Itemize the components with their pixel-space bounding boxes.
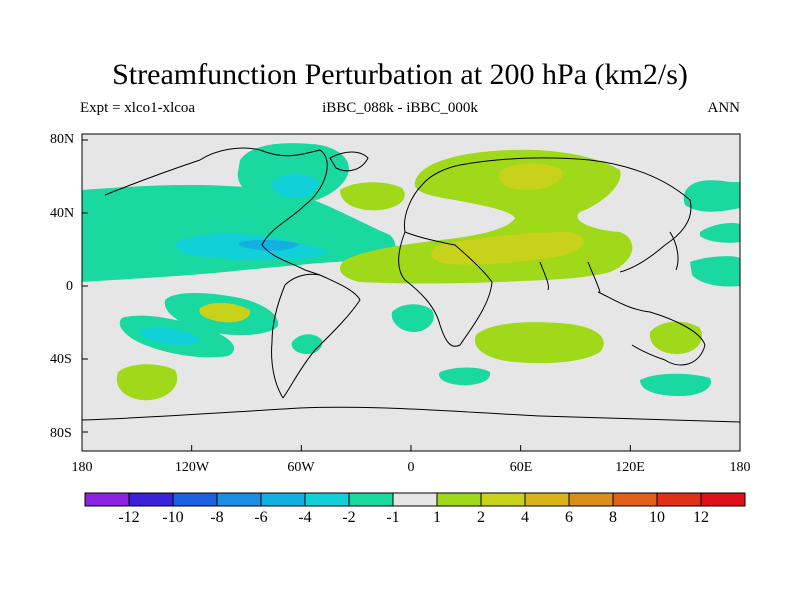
- colorbar-label: 6: [565, 509, 573, 526]
- colorbar-box: [84, 492, 130, 507]
- x-tick-0: 0: [407, 460, 415, 475]
- colorbar-label: -4: [298, 509, 312, 526]
- y-tick-0: 0: [66, 279, 73, 294]
- colorbar-box: [348, 492, 394, 507]
- coastlines: [82, 147, 740, 423]
- x-tick-60e: 60E: [509, 460, 533, 475]
- axis-ticks: [81, 139, 741, 451]
- colorbar-box: [436, 492, 482, 507]
- x-tick-120w: 120W: [174, 460, 210, 475]
- y-tick-40s: 40S: [50, 352, 72, 367]
- case-label: iBBC_088k - iBBC_000k: [322, 100, 478, 116]
- colorbar-box: [172, 492, 218, 507]
- y-tick-40n: 40N: [50, 206, 75, 221]
- colorbar-box: [568, 492, 614, 507]
- colorbar-box: [304, 492, 350, 507]
- colorbar-label: 12: [693, 509, 709, 526]
- colorbar-label: 8: [609, 509, 617, 526]
- season-label: ANN: [707, 100, 741, 116]
- colorbar-label: -12: [118, 509, 140, 526]
- colorbar-box: [700, 492, 746, 507]
- colorbar-label: -8: [210, 509, 224, 526]
- y-tick-80n: 80N: [50, 132, 75, 147]
- colorbar-label: 4: [521, 509, 529, 526]
- colorbar-box: [392, 492, 438, 507]
- colorbar: [84, 492, 746, 507]
- colorbar-box: [480, 492, 526, 507]
- map-area: [82, 134, 740, 451]
- colorbar-label: -10: [162, 509, 184, 526]
- colorbar-box: [128, 492, 174, 507]
- colorbar-box: [612, 492, 658, 507]
- colorbar-box: [260, 492, 306, 507]
- strong-positive-regions: [199, 163, 584, 323]
- map-background: [82, 134, 740, 451]
- experiment-label: Expt = xlco1-xlcoa: [80, 100, 196, 116]
- colorbar-box: [216, 492, 262, 507]
- colorbar-label: -2: [342, 509, 356, 526]
- colorbar-label: 1: [433, 509, 441, 526]
- x-tick-180e: 180: [729, 460, 751, 475]
- plot-title: Streamfunction Perturbation at 200 hPa (…: [112, 58, 688, 91]
- x-tick-180w: 180: [71, 460, 93, 475]
- x-tick-120e: 120E: [615, 460, 645, 475]
- colorbar-label: -6: [254, 509, 268, 526]
- colorbar-label: -1: [386, 509, 400, 526]
- x-tick-60w: 60W: [287, 460, 315, 475]
- colorbar-label: 10: [649, 509, 665, 526]
- colorbar-box: [656, 492, 702, 507]
- colorbar-box: [524, 492, 570, 507]
- core-negative-region: [239, 239, 300, 251]
- y-tick-80s: 80S: [50, 426, 72, 441]
- colorbar-label: 2: [477, 509, 485, 526]
